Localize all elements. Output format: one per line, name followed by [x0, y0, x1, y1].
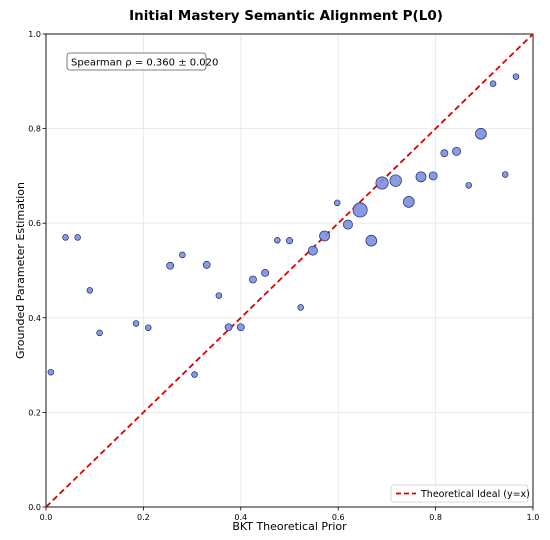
data-point — [274, 236, 281, 244]
data-point — [319, 230, 330, 242]
scatter-points — [47, 73, 520, 378]
axis-ticks: 0.0 0.2 0.4 0.6 0.8 1.0 0.0 0.2 0.4 0.6 0.8 1.0 — [28, 30, 539, 522]
data-point — [389, 174, 402, 187]
grid — [45, 33, 534, 508]
data-point — [62, 234, 69, 241]
x-tick-label: 0.4 — [234, 513, 247, 522]
data-point — [179, 251, 186, 259]
data-point — [375, 176, 389, 190]
data-point — [489, 80, 497, 87]
data-point — [132, 320, 140, 327]
data-point — [261, 268, 270, 277]
x-tick-label: 0.2 — [137, 513, 150, 522]
data-point — [224, 323, 233, 332]
data-point — [86, 287, 94, 294]
legend-label: Theoretical Ideal (y=x) — [420, 489, 530, 500]
data-point — [343, 219, 353, 230]
spearman-annotation: Spearman ρ = 0.360 ± 0.020 — [66, 52, 218, 71]
data-point — [352, 202, 368, 218]
data-point — [501, 171, 509, 178]
data-point — [307, 245, 318, 256]
data-point — [475, 128, 487, 140]
ideal-line — [45, 33, 534, 508]
legend: Theoretical Ideal (y=x) — [390, 484, 530, 503]
plot-frame — [45, 33, 534, 508]
data-point — [428, 171, 438, 181]
data-point — [285, 237, 294, 245]
data-point — [236, 323, 245, 332]
data-point — [452, 146, 461, 156]
data-point — [74, 234, 81, 241]
data-point — [365, 234, 378, 247]
data-point — [465, 182, 472, 189]
data-point — [202, 260, 211, 269]
y-tick-label: 0.0 — [28, 503, 41, 512]
data-point — [403, 196, 415, 208]
data-point — [191, 371, 198, 378]
data-point — [512, 73, 520, 80]
data-point — [333, 199, 341, 207]
y-tick-label: 1.0 — [28, 30, 41, 39]
x-tick-label: 1.0 — [527, 513, 540, 522]
y-tick-label: 0.6 — [28, 219, 41, 228]
x-tick-label: 0.0 — [40, 513, 53, 522]
data-point — [249, 275, 257, 284]
data-point — [215, 292, 223, 299]
annotation-text: Spearman ρ = 0.360 ± 0.020 — [71, 58, 218, 69]
data-point — [145, 324, 152, 331]
y-tick-label: 0.4 — [28, 314, 41, 323]
x-tick-label: 0.6 — [332, 513, 345, 522]
data-point — [297, 304, 304, 311]
x-tick-label: 0.8 — [429, 513, 442, 522]
data-point — [96, 329, 103, 337]
data-point — [415, 171, 427, 183]
y-tick-label: 0.8 — [28, 125, 41, 134]
data-point — [440, 149, 449, 158]
legend-box — [390, 484, 529, 503]
data-point — [47, 368, 55, 376]
data-point — [166, 261, 175, 270]
x-axis-label: BKT Theoretical Prior — [232, 520, 347, 533]
y-axis-label: Grounded Parameter Estimation — [14, 182, 27, 359]
y-tick-label: 0.2 — [28, 408, 41, 417]
annotation-box — [66, 52, 207, 71]
chart-title: Initial Mastery Semantic Alignment P(L0) — [129, 8, 443, 24]
